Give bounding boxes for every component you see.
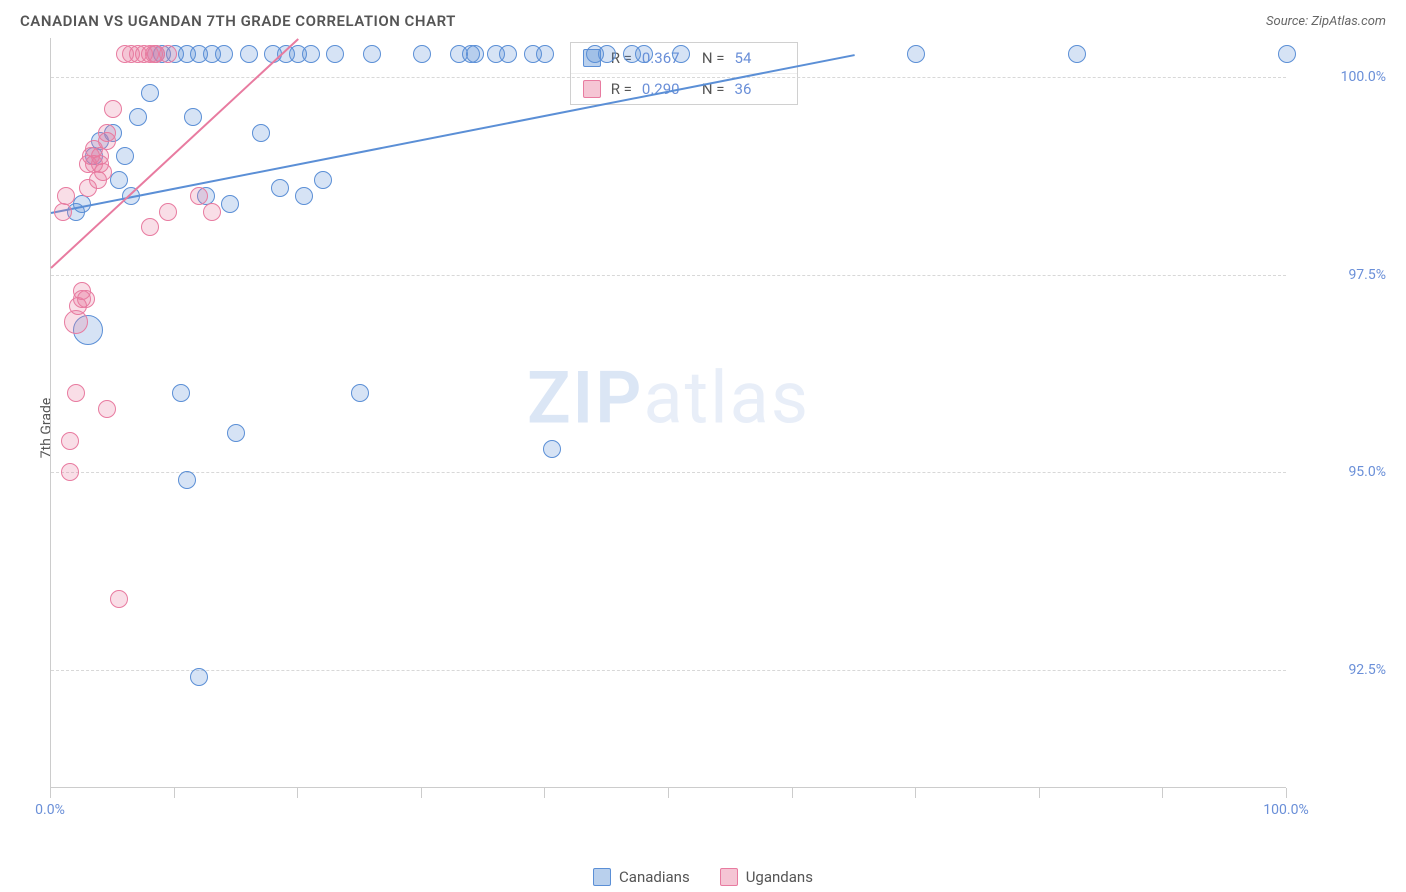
data-point [240,45,258,63]
legend-swatch [720,868,738,886]
data-point [252,124,270,142]
watermark-atlas: atlas [643,355,810,440]
n-label: N = [702,49,725,67]
y-tick-label: 92.5% [1348,662,1386,678]
x-tick [668,788,669,798]
y-tick-label: 100.0% [1341,69,1386,85]
y-tick-label: 95.0% [1348,464,1386,480]
data-point [172,384,190,402]
x-tick [421,788,422,798]
data-point [466,45,484,63]
n-value: 36 [735,80,785,98]
data-point [67,384,85,402]
legend-label: Canadians [619,868,690,886]
data-point [543,440,561,458]
x-tick [792,788,793,798]
x-tick [1039,788,1040,798]
legend-swatch [593,868,611,886]
data-point [1278,45,1296,63]
data-point [110,590,128,608]
gridline [51,472,1286,473]
data-point [907,45,925,63]
data-point [295,187,313,205]
data-point [413,45,431,63]
data-point [203,203,221,221]
data-point [57,187,75,205]
data-point [104,100,122,118]
data-point [61,432,79,450]
data-point [221,195,239,213]
x-tick [1162,788,1163,798]
x-tick [915,788,916,798]
data-point [672,45,690,63]
data-point [122,187,140,205]
data-point [141,84,159,102]
header: CANADIAN VS UGANDAN 7TH GRADE CORRELATIO… [0,0,1406,38]
chart-area: 7th Grade ZIPatlas R =0.367N =54R =0.290… [50,38,1386,818]
bottom-legend: Canadians Ugandans [0,868,1406,886]
chart-title: CANADIAN VS UGANDAN 7TH GRADE CORRELATIO… [20,12,456,30]
data-point [178,471,196,489]
data-point [98,400,116,418]
x-tick [544,788,545,798]
data-point [159,45,177,63]
data-point [61,463,79,481]
data-point [363,45,381,63]
watermark: ZIPatlas [527,355,810,440]
data-point [190,187,208,205]
data-point [215,45,233,63]
data-point [110,171,128,189]
x-tick [50,788,51,798]
data-point [190,668,208,686]
data-point [77,290,95,308]
x-tick [174,788,175,798]
data-point [499,45,517,63]
data-point [94,163,112,181]
x-tick-label: 0.0% [35,802,65,818]
y-tick-label: 97.5% [1348,267,1386,283]
data-point [227,424,245,442]
plot-region: ZIPatlas R =0.367N =54R =0.290N =36 [50,38,1286,788]
data-point [598,45,616,63]
data-point [129,108,147,126]
data-point [351,384,369,402]
x-tick [1286,788,1287,798]
data-point [271,179,289,197]
r-label: R = [611,80,632,98]
gridline [51,77,1286,78]
data-point [54,203,72,221]
y-axis-ticks: 92.5% 95.0% 97.5% 100.0% [1296,38,1386,788]
data-point [98,124,116,142]
data-point [314,171,332,189]
data-point [184,108,202,126]
gridline [51,275,1286,276]
data-point [159,203,177,221]
watermark-zip: ZIP [527,355,643,440]
series-swatch [583,80,601,98]
data-point [1068,45,1086,63]
source-attribution: Source: ZipAtlas.com [1266,14,1386,29]
data-point [536,45,554,63]
x-tick-label: 100.0% [1263,802,1308,818]
legend-item: Canadians [593,868,690,886]
data-point [73,195,91,213]
gridline [51,670,1286,671]
legend-item: Ugandans [720,868,813,886]
data-point [141,218,159,236]
x-tick [297,788,298,798]
data-point [326,45,344,63]
n-value: 54 [735,49,785,67]
data-point [116,147,134,165]
legend-label: Ugandans [746,868,813,886]
data-point [635,45,653,63]
data-point [302,45,320,63]
x-axis-ticks: 0.0%100.0% [50,788,1286,818]
